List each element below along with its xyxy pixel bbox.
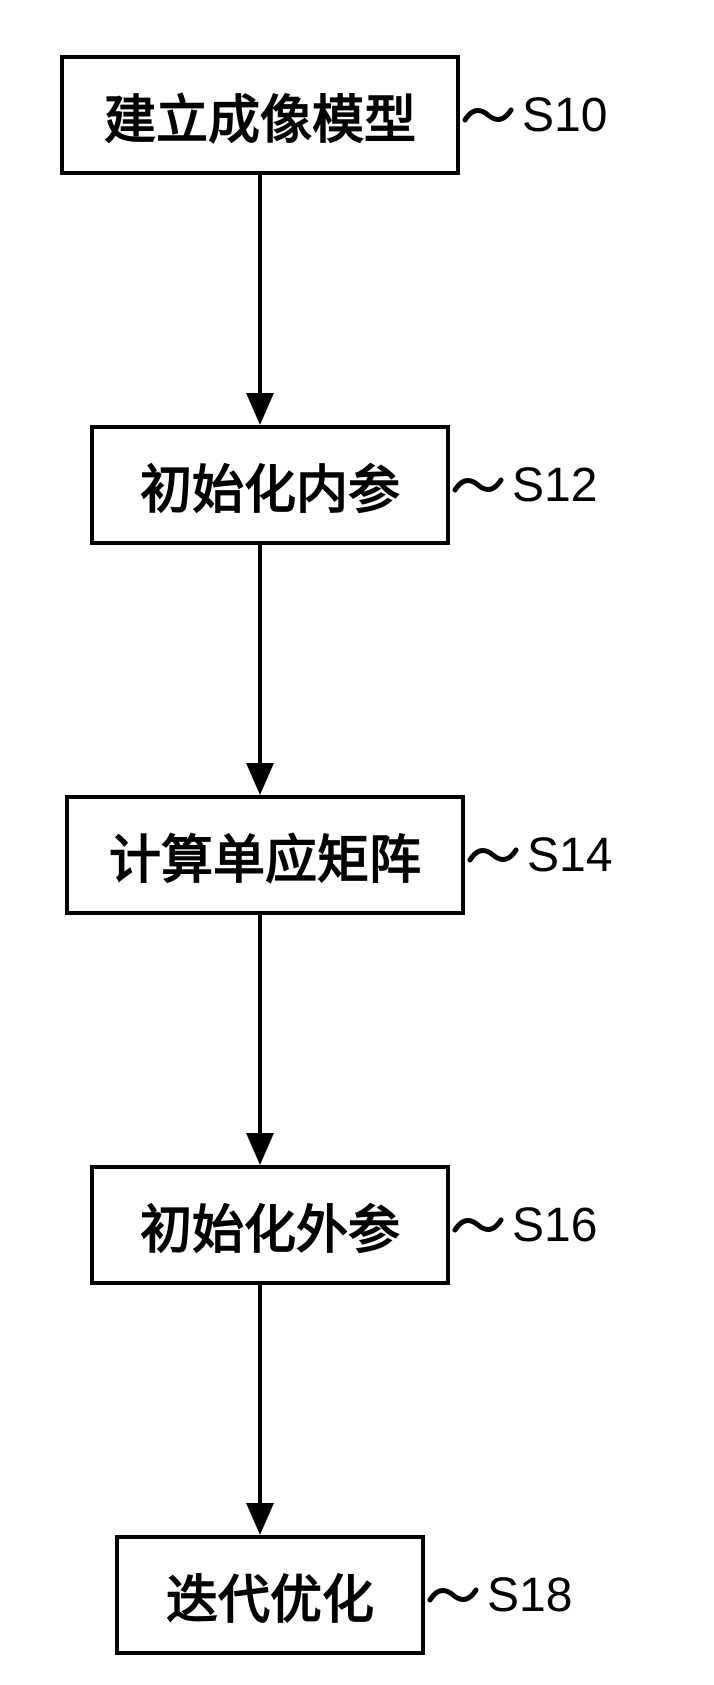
flowchart-container: 建立成像模型 S10 初始化内参 S12 计算单应矩阵 S14	[0, 0, 714, 1685]
flow-step-s16: 初始化外参 S16	[90, 1165, 597, 1285]
flow-box-s16: 初始化外参	[90, 1165, 450, 1285]
flow-box-text: 计算单应矩阵	[109, 818, 421, 893]
flow-arrow-3	[240, 1285, 280, 1535]
flow-connector-s10: S10	[460, 88, 607, 143]
flow-arrow-0	[240, 175, 280, 425]
flow-label-s14: S14	[527, 828, 612, 883]
flow-connector-s18: S18	[425, 1568, 572, 1623]
tilde-icon	[425, 1572, 481, 1618]
flow-label-s10: S10	[522, 88, 607, 143]
flow-box-s10: 建立成像模型	[60, 55, 460, 175]
flow-step-s12: 初始化内参 S12	[90, 425, 597, 545]
flow-arrow-1	[240, 545, 280, 795]
flow-box-text: 迭代优化	[166, 1558, 374, 1633]
tilde-icon	[450, 462, 506, 508]
flow-box-text: 初始化外参	[140, 1188, 400, 1263]
flow-box-text: 初始化内参	[140, 448, 400, 523]
flow-box-s18: 迭代优化	[115, 1535, 425, 1655]
tilde-icon	[450, 1202, 506, 1248]
flow-box-text: 建立成像模型	[104, 78, 416, 153]
flow-label-s16: S16	[512, 1198, 597, 1253]
flow-arrow-2	[240, 915, 280, 1165]
flow-box-s12: 初始化内参	[90, 425, 450, 545]
flow-step-s10: 建立成像模型 S10	[60, 55, 607, 175]
flow-connector-s12: S12	[450, 458, 597, 513]
flow-connector-s16: S16	[450, 1198, 597, 1253]
flow-label-s18: S18	[487, 1568, 572, 1623]
tilde-icon	[460, 92, 516, 138]
flow-label-s12: S12	[512, 458, 597, 513]
flow-connector-s14: S14	[465, 828, 612, 883]
tilde-icon	[465, 832, 521, 878]
flow-step-s14: 计算单应矩阵 S14	[65, 795, 612, 915]
flow-step-s18: 迭代优化 S18	[115, 1535, 572, 1655]
flow-box-s14: 计算单应矩阵	[65, 795, 465, 915]
